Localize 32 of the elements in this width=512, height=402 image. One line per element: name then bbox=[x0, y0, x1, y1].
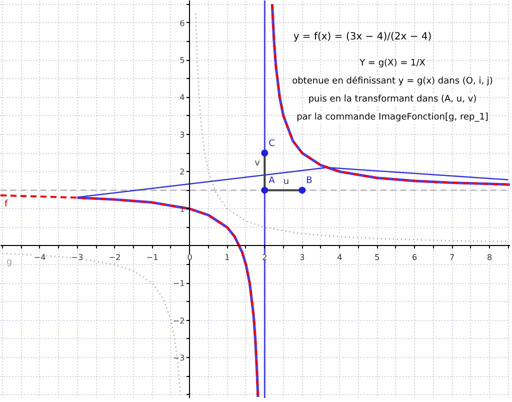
y-tick-label: 3 bbox=[180, 130, 185, 140]
series-label: A bbox=[268, 176, 276, 186]
annotation: puis en la transformant dans (A, u, v) bbox=[308, 94, 477, 104]
x-tick-label: −4 bbox=[34, 252, 46, 262]
x-tick-label: −1 bbox=[146, 252, 158, 262]
x-tick-label: 3 bbox=[300, 252, 305, 262]
x-tick-label: 8 bbox=[486, 252, 492, 262]
annotation: y = f(x) = (3x − 4)/(2x − 4) bbox=[293, 32, 432, 42]
x-tick-label: 0 bbox=[187, 252, 192, 262]
series-label: f bbox=[4, 199, 8, 210]
y-tick-label: 4 bbox=[180, 93, 185, 102]
y-tick-label: 2 bbox=[180, 168, 185, 177]
x-tick-label: 5 bbox=[374, 252, 380, 262]
annotation: par la commande ImageFonction[g, rep_1] bbox=[296, 112, 488, 122]
series-label: B bbox=[306, 176, 312, 186]
annotation: obtenue en définissant y = g(x) dans (O, i, j) bbox=[292, 76, 493, 86]
x-tick-label: −2 bbox=[108, 252, 121, 262]
x-tick-label: 7 bbox=[450, 252, 455, 262]
series-label: u bbox=[283, 177, 290, 188]
annotation: Y = g(X) = 1/X bbox=[358, 58, 426, 68]
y-tick-label: −3 bbox=[172, 354, 185, 363]
y-tick-label: 6 bbox=[180, 18, 185, 28]
y-tick-label: −2 bbox=[172, 316, 185, 326]
x-tick-label: 6 bbox=[412, 252, 418, 262]
series-label: v bbox=[254, 158, 261, 169]
x-tick-label: 2 bbox=[262, 252, 268, 262]
series-label: g bbox=[6, 257, 12, 268]
y-tick-label: −1 bbox=[172, 279, 185, 288]
x-tick-label: 4 bbox=[337, 252, 342, 262]
x-tick-label: 1 bbox=[224, 252, 230, 262]
series-label: C bbox=[268, 139, 275, 150]
y-tick-label: 5 bbox=[180, 56, 185, 66]
